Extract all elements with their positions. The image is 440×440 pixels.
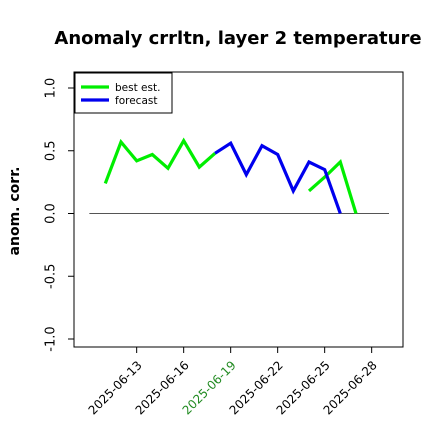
legend-label: forecast [115,95,157,107]
series-group [103,137,358,215]
y-axis-label: anom. corr. [7,167,23,256]
series-line-forecast [214,140,342,215]
y-axis: -1.0 -0.5 0.0 0.5 1.0 [44,78,74,352]
plot-frame [73,71,404,348]
legend: best est.forecast [74,72,173,114]
x-axis: 2025-06-132025-06-162025-06-192025-06-22… [86,347,380,417]
chart-title: Anomaly crrltn, layer 2 temperature [54,28,421,49]
legend-label: best est. [115,82,160,94]
series-line-best-est [103,137,358,214]
y-tick-label: -1.0 [44,326,59,351]
legend-box [74,72,173,114]
y-tick-label: 0.5 [44,140,59,161]
y-tick-label: 0.0 [44,203,59,224]
y-tick-label: -0.5 [44,264,59,289]
y-tick-label: 1.0 [44,78,59,99]
